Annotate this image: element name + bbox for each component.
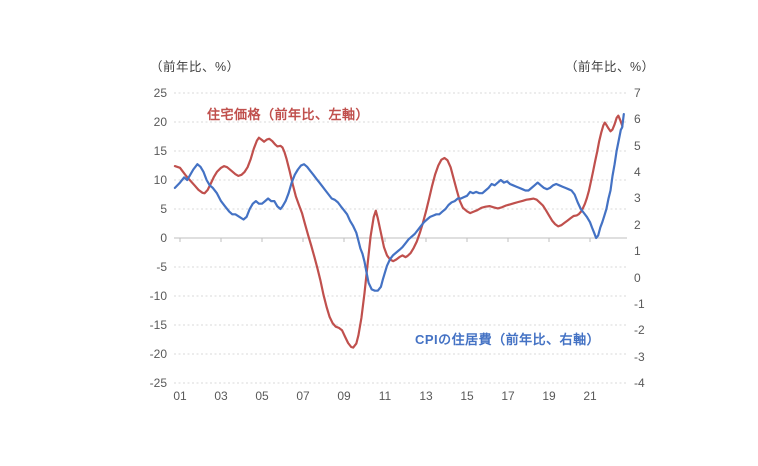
left-axis-unit-label: （前年比、%） [150, 60, 240, 74]
left-axis-tick-label: -20 [149, 347, 167, 361]
left-axis-tick-label: 10 [153, 173, 167, 187]
right-axis-tick-label: 1 [634, 244, 641, 259]
right-axis-tick-label: 0 [634, 270, 641, 285]
right-axis-tick-label: 4 [634, 165, 641, 180]
left-axis-tick-label: 20 [153, 115, 167, 129]
right-axis-tick-label: -3 [634, 349, 645, 364]
left-axis-tick-label: -15 [149, 318, 167, 332]
x-axis-tick-label: 03 [214, 389, 228, 403]
cpi-shelter-series-label: CPIの住居費（前年比、右軸） [415, 332, 601, 347]
left-axis-tick-label: -25 [149, 376, 167, 390]
right-axis-unit-label: （前年比、%） [565, 60, 655, 74]
x-axis-tick-label: 15 [460, 389, 474, 403]
x-axis-tick-label: 11 [378, 389, 392, 403]
x-axis-tick-label: 01 [173, 389, 187, 403]
x-axis-tick-label: 21 [583, 389, 597, 403]
x-axis-tick-label: 09 [337, 389, 351, 403]
right-axis-tick-label: -1 [634, 296, 645, 311]
right-axis-tick-label: 2 [634, 217, 641, 232]
left-axis-tick-label: -5 [156, 260, 167, 274]
left-axis-tick-label: 15 [153, 144, 167, 158]
cpi-shelter-line [173, 112, 625, 292]
right-axis-tick-label: 5 [634, 138, 641, 153]
right-axis-tick-label: 6 [634, 112, 641, 127]
left-axis-tick-label: 0 [160, 231, 167, 245]
left-axis-tick-label: -10 [149, 289, 167, 303]
x-axis-tick-label: 07 [296, 389, 310, 403]
right-axis-tick-label: 3 [634, 191, 641, 206]
housing-price-series-label: 住宅価格（前年比、左軸） [207, 107, 370, 122]
left-axis-tick-label: 25 [153, 86, 167, 100]
x-axis-tick-label: 13 [419, 389, 433, 403]
right-axis-tick-label: -2 [634, 323, 645, 338]
housing-price-line [173, 114, 624, 349]
x-axis-tick-label: 17 [501, 389, 515, 403]
x-axis-tick-label: 19 [542, 389, 556, 403]
right-axis-tick-label: -4 [634, 376, 645, 390]
x-axis-tick-label: 05 [255, 389, 269, 403]
left-axis-tick-label: 5 [160, 202, 167, 216]
right-axis-tick-label: 7 [634, 86, 641, 100]
